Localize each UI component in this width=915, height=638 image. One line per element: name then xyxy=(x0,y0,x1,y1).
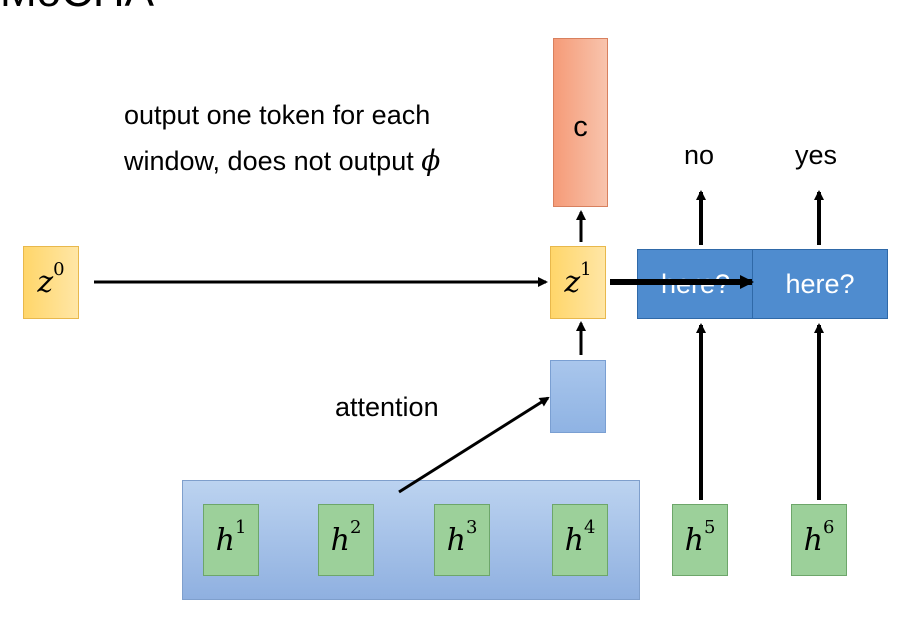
caption-line-2-text: window, does not output xyxy=(124,146,414,176)
slide-title: MoCHA xyxy=(0,0,260,22)
decoder-state-z0: z0 xyxy=(23,246,79,319)
output-token-label: c xyxy=(573,111,588,143)
encoder-state-h5: h5 xyxy=(672,504,728,576)
decision-1-answer: no xyxy=(684,140,715,170)
h1-label: h1 xyxy=(215,516,247,558)
encoder-state-h1: h1 xyxy=(203,504,259,576)
encoder-state-h4: h4 xyxy=(552,504,608,576)
attention-label: attention xyxy=(335,392,439,422)
encoder-state-h2: h2 xyxy=(318,504,374,576)
decision-2-answer: yes xyxy=(795,140,838,170)
h6-label: h6 xyxy=(803,516,835,558)
h4-label: h4 xyxy=(564,516,596,558)
decision-box-2: here? xyxy=(752,249,888,319)
z1-label: z1 xyxy=(564,259,592,300)
phi-symbol: ϕ xyxy=(421,144,441,177)
h5-label: h5 xyxy=(684,516,716,558)
decision-2-label: here? xyxy=(785,268,855,299)
caption-line-1: output one token for each xyxy=(124,100,431,130)
encoder-state-h3: h3 xyxy=(434,504,490,576)
decoder-state-z1: z1 xyxy=(550,246,606,319)
caption-line-2: window, does not output ϕ xyxy=(124,138,544,184)
attention-arrow xyxy=(398,396,550,494)
encoder-state-h6: h6 xyxy=(791,504,847,576)
output-token-box: c xyxy=(553,38,608,207)
h3-label: h3 xyxy=(446,516,478,558)
z0-label: z0 xyxy=(37,259,65,300)
caption-text: output one token for each window, does n… xyxy=(124,92,544,184)
h2-label: h2 xyxy=(330,516,362,558)
context-vector-box xyxy=(550,360,606,433)
